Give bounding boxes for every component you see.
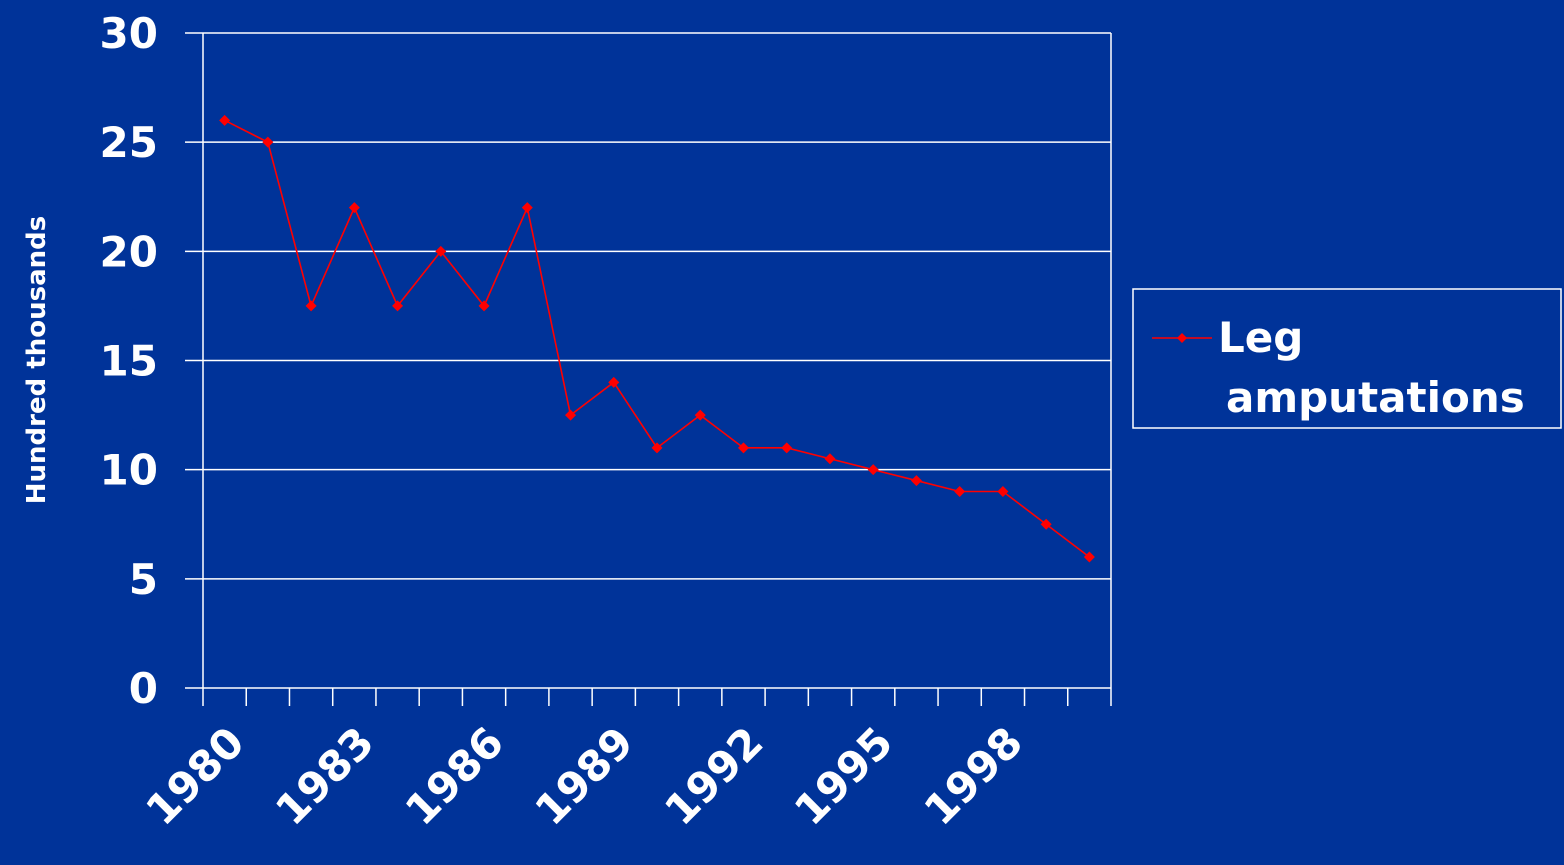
legend-marker	[1177, 333, 1187, 343]
data-point-1999	[1040, 518, 1052, 530]
data-point-1992	[737, 442, 749, 454]
y-tick-label-20: 20	[100, 227, 158, 276]
data-point-1998	[997, 486, 1009, 497]
legend-label-line-2: amputations	[1226, 373, 1525, 422]
y-tick-label-15: 15	[100, 337, 158, 386]
data-point-1991	[694, 409, 706, 421]
axes	[185, 32, 1112, 706]
y-tick-label-30: 30	[100, 9, 158, 58]
legend-label-line-1: Leg	[1218, 313, 1303, 362]
series-leg-amputations	[219, 114, 1095, 563]
data-point-1985	[435, 245, 447, 257]
data-point-1990	[651, 442, 663, 454]
data-point-1981	[262, 136, 274, 148]
data-point-1989	[608, 376, 620, 388]
data-point-1987	[521, 202, 533, 214]
y-tick-label-25: 25	[100, 118, 158, 167]
data-point-1995	[867, 464, 879, 476]
data-point-1984	[392, 300, 404, 312]
data-point-1994	[824, 453, 836, 465]
y-tick-label-10: 10	[100, 446, 158, 495]
y-tick-label-0: 0	[129, 664, 158, 713]
data-point-1997	[954, 486, 966, 497]
gridlines	[203, 32, 1111, 580]
y-tick-label-5: 5	[129, 555, 158, 604]
data-point-1996	[910, 475, 922, 487]
data-point-1980	[219, 114, 231, 126]
data-point-1988	[565, 409, 577, 421]
y-axis-title: Hundred thousands	[22, 216, 52, 504]
legend: Leg amputations	[1132, 288, 1562, 429]
data-point-1982	[305, 300, 317, 312]
data-point-1993	[781, 442, 793, 454]
data-point-1986	[478, 300, 490, 312]
data-point-2000	[1083, 551, 1095, 563]
legend-box	[1132, 288, 1562, 429]
data-point-1983	[348, 202, 360, 214]
y-tick-labels: 0 5 10 15 20 25 30	[100, 9, 158, 713]
